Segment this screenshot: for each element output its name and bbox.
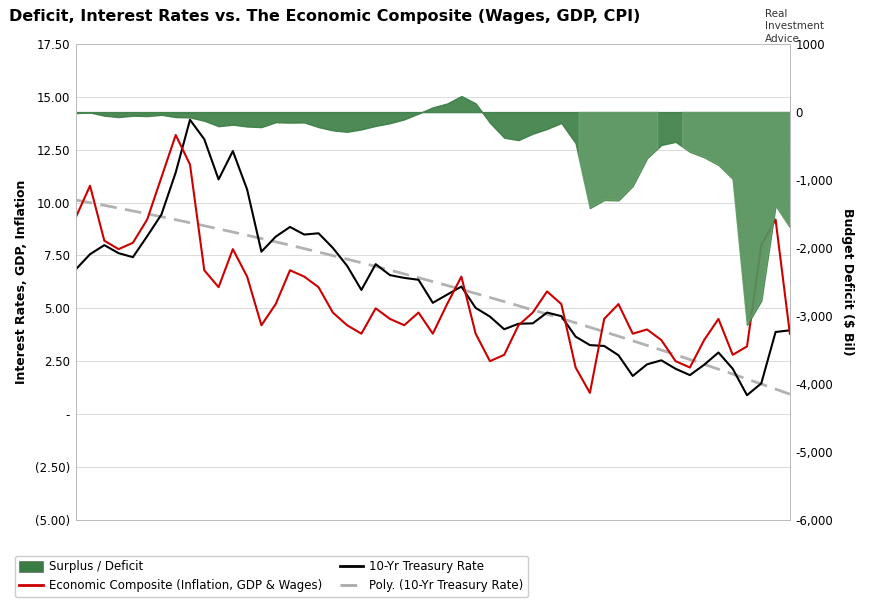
Text: Deficit, Interest Rates vs. The Economic Composite (Wages, GDP, CPI): Deficit, Interest Rates vs. The Economic… xyxy=(9,9,640,24)
Y-axis label: Budget Deficit ($ Bil): Budget Deficit ($ Bil) xyxy=(841,208,854,356)
Legend: Surplus / Deficit, Economic Composite (Inflation, GDP & Wages), 10-Yr Treasury R: Surplus / Deficit, Economic Composite (I… xyxy=(15,556,528,597)
Text: Real
Investment
Advice: Real Investment Advice xyxy=(765,9,824,44)
Y-axis label: Interest Rates, GDP, Inflation: Interest Rates, GDP, Inflation xyxy=(15,180,28,384)
